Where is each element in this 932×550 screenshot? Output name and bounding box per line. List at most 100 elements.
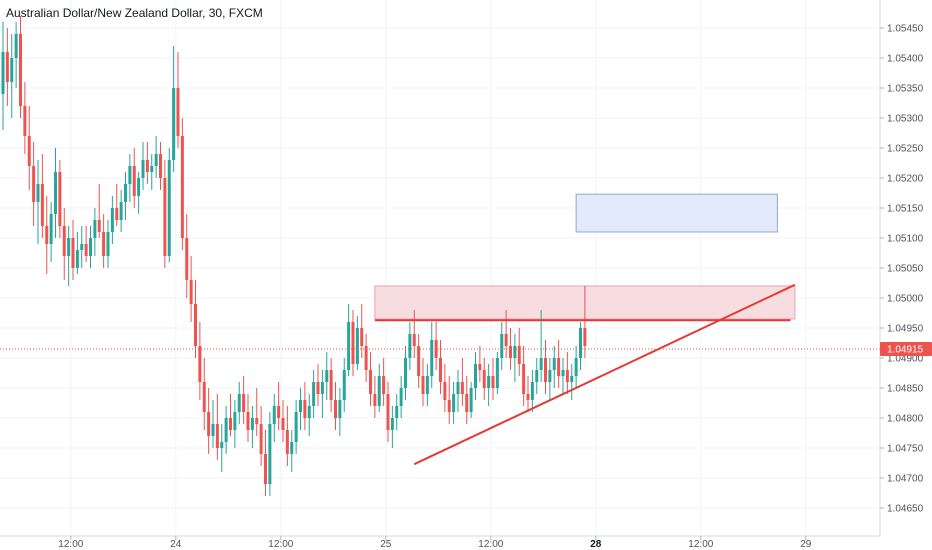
trend-line[interactable] [413, 283, 796, 466]
candle-down [259, 424, 263, 454]
candle-down [19, 34, 22, 106]
candle-up [14, 34, 18, 58]
time-tick-label: 24 [170, 539, 182, 550]
candle-down [264, 454, 267, 484]
price-tick-label: 1.04650 [887, 504, 924, 515]
candle-up [474, 364, 477, 388]
drawings-lines[interactable] [374, 283, 796, 466]
candle-down [198, 346, 202, 382]
price-axis[interactable]: 1.05450 1.05400 1.05350 1.05300 1.05250 1.052… [880, 24, 924, 515]
candle-down [102, 232, 106, 256]
candle-down [412, 334, 416, 346]
candle-down [360, 328, 364, 346]
target-zone[interactable] [575, 193, 778, 233]
candle-up [54, 172, 57, 214]
candle-up [452, 394, 456, 412]
candle-down [202, 382, 206, 412]
candle-down [132, 166, 136, 196]
candle-down [194, 304, 197, 346]
candle-up [1, 52, 5, 94]
time-tick-label: 12:00 [478, 539, 503, 550]
candle-up [574, 358, 578, 376]
candle-down [277, 406, 281, 418]
candle-down [145, 160, 149, 172]
candle-up [487, 376, 491, 388]
candle-up [211, 424, 215, 436]
candle-down [364, 346, 368, 370]
candle-up [561, 370, 565, 376]
candle-up [299, 400, 302, 412]
candle-down [334, 400, 337, 418]
candle-up [233, 412, 237, 430]
candle-up [535, 370, 539, 382]
candle-down [58, 172, 62, 226]
candle-up [425, 376, 429, 394]
candle-down [439, 358, 442, 382]
candle-down [27, 136, 31, 166]
candle-down [185, 238, 189, 280]
time-axis[interactable]: 12:00 24 12:00 25 12:00 28 12:00 29 [58, 536, 812, 550]
last-price-badge-bg [880, 342, 932, 356]
grid [0, 0, 880, 536]
candle-down [285, 430, 289, 454]
candle-up [272, 406, 276, 424]
candle-down [32, 166, 36, 202]
candle-down [526, 394, 530, 400]
candle-up [119, 202, 123, 220]
candle-up [290, 442, 294, 454]
candle-up [141, 160, 145, 178]
candle-down [281, 418, 285, 430]
price-tick-label: 1.04700 [887, 474, 924, 485]
time-tick-label: 12:00 [688, 539, 713, 550]
candle-down [180, 136, 184, 238]
candle-up [49, 214, 53, 244]
price-tick-label: 1.05350 [887, 84, 924, 95]
price-tick-label: 1.04750 [887, 444, 924, 455]
candle-down [255, 418, 259, 424]
candle-down [159, 154, 162, 178]
candle-up [579, 328, 582, 358]
price-tick-label: 1.05450 [887, 24, 924, 35]
time-tick-label: 12:00 [58, 539, 83, 550]
candle-down [303, 400, 307, 418]
candle-down [246, 412, 250, 430]
candle-up [347, 322, 351, 370]
candle-down [23, 106, 27, 136]
candle-down [382, 376, 386, 394]
candle-down [215, 424, 219, 448]
candle-up [89, 238, 92, 256]
candle-down [443, 382, 447, 400]
candle-up [399, 388, 403, 406]
candle-down [373, 394, 377, 406]
price-tick-label: 1.05150 [887, 204, 924, 215]
candle-down [504, 334, 508, 346]
candle-down [417, 346, 421, 376]
candle-up [307, 406, 311, 418]
candle-down [478, 364, 482, 370]
candle-up [539, 358, 543, 370]
candle-up [93, 220, 97, 238]
candle-down [40, 184, 44, 226]
candle-down [386, 394, 390, 430]
candle-up [67, 238, 71, 256]
candle-down [421, 376, 425, 394]
candle-down [176, 88, 180, 136]
candle-down [207, 412, 211, 436]
candle-up [325, 370, 329, 382]
candle-down [351, 322, 355, 364]
candle-down [460, 382, 464, 394]
candle-up [294, 412, 298, 442]
chart-title: Australian Dollar/New Zealand Dollar, 30… [6, 6, 263, 20]
candle-down [544, 358, 547, 382]
candle-up [552, 358, 556, 370]
candle-up [237, 394, 241, 412]
price-tick-label: 1.05000 [887, 294, 924, 305]
candle-down [97, 220, 101, 232]
last-price-label: 1.04915 [887, 345, 924, 356]
candle-down [369, 370, 372, 394]
candle-up [320, 382, 324, 394]
price-tick-label: 1.04850 [887, 384, 924, 395]
candle-up [128, 166, 132, 184]
candle-down [62, 226, 66, 256]
